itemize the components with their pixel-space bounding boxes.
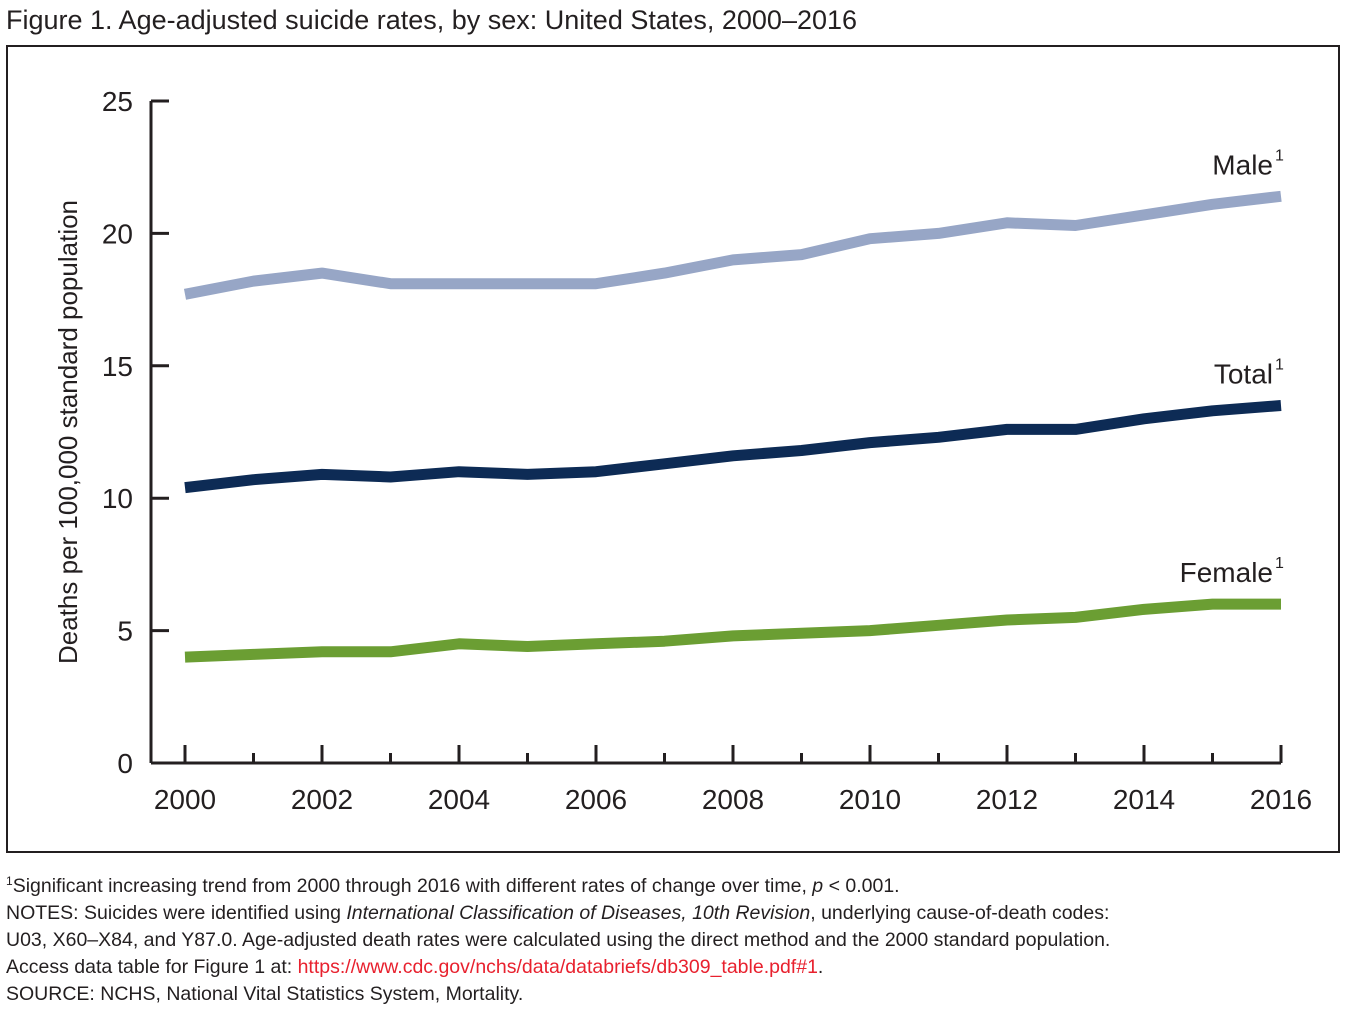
y-tick-label: 15 (102, 351, 133, 382)
figure-title: Figure 1. Age-adjusted suicide rates, by… (6, 5, 858, 35)
x-tick-label: 2012 (976, 784, 1038, 815)
series-label-marker: 1 (1275, 147, 1284, 164)
data-table-link[interactable]: https://www.cdc.gov/nchs/data/databriefs… (297, 956, 818, 978)
series-line-total (184, 400, 1282, 494)
notes-line-1: NOTES: Suicides were identified using In… (6, 900, 1346, 927)
y-axis: 0 5 10 15 20 25 (102, 86, 169, 779)
footnote-text: Significant increasing trend from 2000 t… (12, 875, 813, 897)
footnote-p: p (812, 875, 824, 897)
series-label-male: Male (1212, 149, 1273, 180)
y-tick-label: 0 (117, 748, 133, 779)
access-suffix: . (817, 956, 824, 978)
series-layer (183, 190, 1282, 663)
notes-suffix: , underlying cause-of-death codes: (810, 902, 1110, 924)
y-tick-label: 10 (102, 483, 133, 514)
x-axis: 2000 2002 2004 2006 2008 2010 2012 2014 2016 (151, 745, 1312, 815)
access-prefix: Access data table for Figure 1 at: (6, 956, 298, 978)
y-tick-label: 25 (102, 86, 133, 117)
chart-frame: Deaths per 100,000 standard population 0… (6, 45, 1340, 853)
series-label-marker: 1 (1275, 555, 1284, 572)
series-label-total: Total (1214, 359, 1273, 390)
footnote: 1Significant increasing trend from 2000 … (6, 873, 1346, 900)
footnote-end: < 0.001. (823, 875, 900, 897)
notes-icd: International Classification of Diseases… (346, 902, 811, 924)
x-tick-label: 2008 (702, 784, 764, 815)
y-tick-label: 5 (117, 616, 133, 647)
x-tick-label: 2002 (291, 784, 353, 815)
series-label-marker: 1 (1275, 357, 1284, 374)
series-label-female: Female (1180, 557, 1273, 588)
source-line: SOURCE: NCHS, National Vital Statistics … (6, 983, 524, 1005)
x-tick-label: 2004 (428, 784, 490, 815)
notes-prefix: NOTES: Suicides were identified using (6, 902, 347, 924)
series-line-female (184, 598, 1281, 663)
series-line-male (183, 190, 1282, 300)
access-line: Access data table for Figure 1 at: https… (6, 954, 1346, 981)
x-tick-label: 2014 (1113, 784, 1175, 815)
footnote-marker: 1 (6, 874, 13, 888)
figure-notes: 1Significant increasing trend from 2000 … (6, 873, 1346, 1008)
y-tick-label: 20 (102, 218, 133, 249)
line-chart: Deaths per 100,000 standard population 0… (53, 86, 1312, 815)
x-tick-label: 2016 (1250, 784, 1312, 815)
x-tick-label: 2006 (565, 784, 627, 815)
notes-line-2: U03, X60–X84, and Y87.0. Age-adjusted de… (6, 929, 1111, 951)
y-axis-label: Deaths per 100,000 standard population (53, 200, 83, 664)
x-tick-label: 2010 (839, 784, 901, 815)
x-tick-label: 2000 (154, 784, 216, 815)
